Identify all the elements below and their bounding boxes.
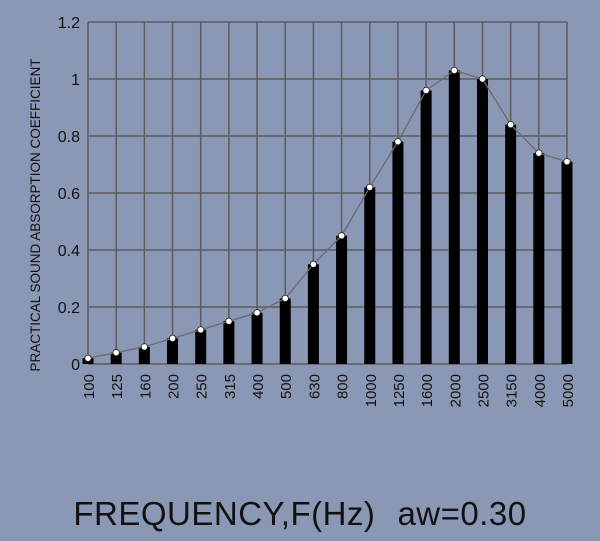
data-point-marker xyxy=(84,354,92,362)
data-point-marker xyxy=(535,149,543,157)
x-tick-label: 500 xyxy=(278,374,295,399)
data-point-marker xyxy=(422,86,430,95)
y-tick-label: 0.2 xyxy=(58,300,80,317)
y-tick-label: 0.4 xyxy=(58,243,80,260)
x-axis-label: FREQUENCY,F(Hz) xyxy=(73,495,376,532)
x-tick-label: 125 xyxy=(109,374,126,399)
bar xyxy=(420,90,432,365)
data-point-marker xyxy=(225,317,233,325)
data-point-marker xyxy=(507,121,515,129)
annotation-aw: aw=0.30 xyxy=(397,495,527,532)
bar xyxy=(505,124,517,364)
data-point-marker xyxy=(112,348,120,357)
data-point-marker xyxy=(197,326,205,334)
bar xyxy=(138,346,150,364)
x-tick-label: 1600 xyxy=(419,374,436,407)
bar xyxy=(476,79,488,364)
x-tick-label: 200 xyxy=(166,374,183,399)
data-point-marker xyxy=(478,75,487,83)
bar xyxy=(336,235,348,364)
data-point-marker xyxy=(168,334,177,342)
y-tick-label: 1.2 xyxy=(58,15,80,32)
x-tick-label: 250 xyxy=(194,374,211,399)
y-tick-label: 1 xyxy=(71,72,80,89)
data-point-marker xyxy=(337,232,346,240)
y-tick-label: 0.8 xyxy=(58,129,80,146)
bar xyxy=(307,264,319,364)
x-tick-label: 2500 xyxy=(475,374,492,407)
data-point-marker xyxy=(450,66,458,75)
x-tick-label: 1250 xyxy=(391,374,408,407)
x-tick-label: 4000 xyxy=(532,374,549,407)
bar xyxy=(167,338,179,364)
x-tick-label: 1000 xyxy=(363,374,380,407)
y-axis-label: PRACTICAL SOUND ABSORPTION COEFFICIENT xyxy=(28,58,43,371)
bar xyxy=(561,161,573,364)
data-point-marker xyxy=(366,183,374,191)
bar xyxy=(251,312,263,364)
bar xyxy=(448,70,460,364)
bar xyxy=(392,141,404,364)
bar xyxy=(364,187,376,364)
data-point-marker xyxy=(253,309,261,317)
x-tick-label: 315 xyxy=(222,374,239,399)
x-tick-label: 400 xyxy=(250,374,267,399)
data-point-marker xyxy=(140,343,148,351)
data-point-marker xyxy=(563,158,571,166)
bar xyxy=(223,321,235,364)
x-tick-label: 630 xyxy=(306,374,323,399)
bar xyxy=(533,153,545,364)
data-point-marker xyxy=(309,260,318,268)
x-axis-footer: FREQUENCY,F(Hz) aw=0.30 xyxy=(0,495,600,533)
x-tick-label: 5000 xyxy=(560,374,577,407)
y-tick-label: 0.6 xyxy=(58,186,80,203)
bar xyxy=(110,352,122,364)
data-point-marker xyxy=(394,138,402,146)
x-tick-label: 2000 xyxy=(447,374,464,407)
y-tick-label: 0 xyxy=(71,357,80,374)
series-line xyxy=(87,69,568,359)
data-point-marker xyxy=(281,294,289,303)
x-tick-label: 800 xyxy=(335,374,352,399)
x-tick-label: 100 xyxy=(81,374,98,399)
x-tick-label: 3150 xyxy=(504,374,521,407)
bar xyxy=(195,329,207,364)
x-tick-label: 160 xyxy=(137,374,154,399)
bar xyxy=(279,298,291,364)
